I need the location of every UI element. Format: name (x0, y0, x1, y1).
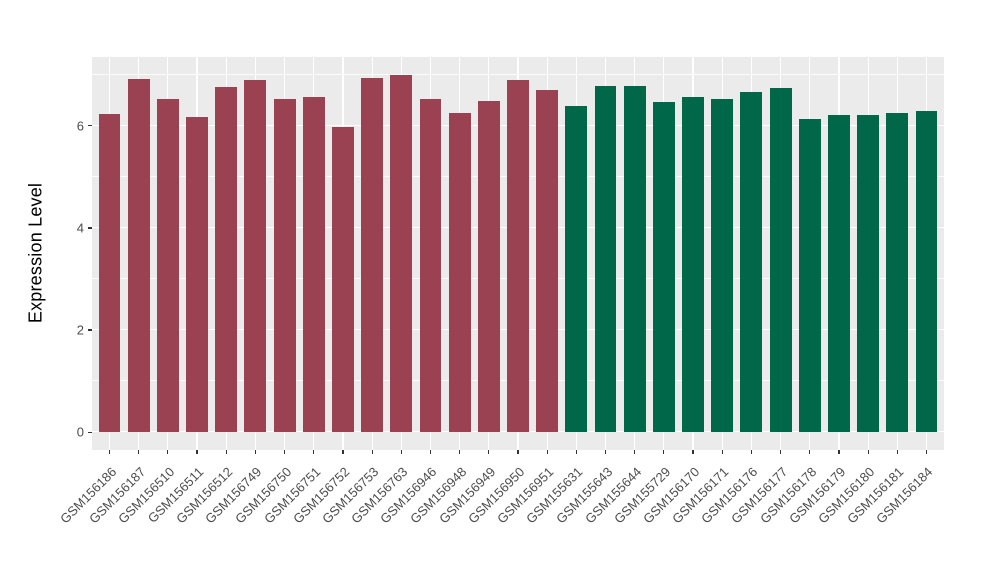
x-axis-tick-mark (400, 450, 402, 454)
bar-GSM156177 (769, 87, 792, 433)
x-axis-tick-mark (342, 450, 344, 454)
x-axis-tick-mark (167, 450, 169, 454)
x-axis-tick-mark (634, 450, 636, 454)
x-axis-tick-mark (721, 450, 723, 454)
x-axis-tick-mark (604, 450, 607, 454)
bar-GSM156763 (390, 74, 413, 433)
bar-GSM156186 (98, 114, 121, 433)
y-axis-tick-mark (88, 431, 92, 433)
bar-GSM156950 (507, 80, 529, 433)
x-axis-tick-mark (196, 450, 198, 454)
bar-GSM156170 (682, 97, 704, 433)
x-axis-tick-mark (459, 450, 461, 454)
bar-GSM156951 (536, 89, 559, 433)
x-axis-tick-mark (575, 450, 577, 454)
bar-GSM156749 (244, 79, 267, 433)
x-axis-tick-mark (225, 450, 227, 454)
bar-GSM155631 (565, 105, 588, 433)
bar-GSM156179 (828, 114, 850, 433)
x-axis-tick-mark (925, 450, 928, 454)
x-axis-tick-mark (780, 450, 782, 454)
bar-GSM156184 (915, 111, 938, 433)
bar-GSM156176 (740, 92, 763, 433)
x-axis-tick-mark (750, 450, 752, 454)
bar-GSM156187 (127, 79, 150, 433)
y-axis-tick-label: 4 (76, 220, 84, 236)
y-axis-tick-label: 2 (76, 322, 84, 338)
bar-GSM156750 (273, 99, 296, 433)
bar-GSM156512 (215, 86, 238, 433)
bar-GSM156511 (186, 116, 208, 433)
bar-GSM156753 (361, 78, 384, 433)
y-axis-tick-mark (88, 227, 92, 229)
x-axis-tick-mark (283, 450, 286, 454)
bar-GSM156510 (156, 99, 179, 433)
bar-GSM155643 (594, 86, 617, 433)
bar-GSM156171 (711, 99, 734, 433)
x-axis-tick-mark (663, 450, 665, 454)
bar-GSM155644 (623, 85, 646, 433)
y-axis-title-text: Expression Level (25, 182, 46, 324)
x-axis-tick-mark (692, 450, 694, 454)
bar-GSM156180 (857, 114, 880, 433)
horizontal-minor-gridline (92, 74, 944, 75)
bar-GSM155729 (652, 102, 675, 433)
x-axis-tick-mark (809, 450, 811, 454)
plot-panel (92, 57, 944, 450)
x-axis-tick-mark (896, 450, 898, 454)
y-axis-tick-mark (88, 329, 92, 331)
bar-GSM156946 (419, 99, 442, 433)
x-axis-tick-mark (867, 450, 869, 454)
x-axis-tick-mark (138, 450, 140, 454)
x-axis-tick-mark (488, 450, 490, 454)
bar-GSM156751 (302, 97, 325, 433)
bar-GSM156178 (798, 118, 821, 433)
x-axis-tick-mark (838, 450, 840, 454)
x-axis-tick-mark (108, 450, 111, 454)
x-axis-tick-mark (517, 450, 519, 454)
bar-GSM156752 (331, 127, 354, 433)
bar-GSM156948 (448, 113, 471, 433)
x-axis-tick-mark (254, 450, 256, 454)
y-axis-tick-mark (88, 125, 92, 127)
x-axis-tick-mark (371, 450, 373, 454)
x-axis-tick-mark (313, 450, 315, 454)
y-axis-tick-label: 0 (76, 424, 84, 440)
bar-GSM156181 (886, 113, 909, 433)
y-axis-tick-label: 6 (76, 118, 84, 134)
bar-GSM156949 (477, 100, 500, 433)
x-axis-tick-mark (429, 450, 432, 454)
x-axis-tick-mark (546, 450, 548, 454)
